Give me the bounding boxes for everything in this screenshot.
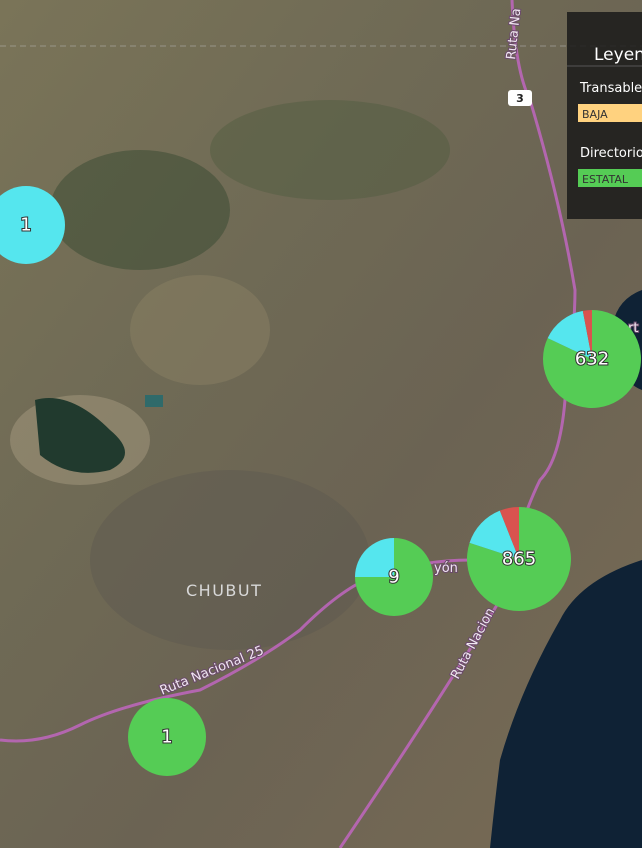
place-label: yón: [434, 561, 458, 576]
pie-slice: [0, 186, 65, 264]
lake: [145, 395, 163, 407]
terrain-patch: [130, 275, 270, 385]
cluster[interactable]: 1: [0, 186, 65, 264]
cluster[interactable]: 9: [355, 538, 433, 616]
cluster[interactable]: 1: [128, 698, 206, 776]
cluster[interactable]: 865: [467, 507, 572, 611]
legend-item: ESTATAL: [582, 173, 629, 186]
shield-label: 3: [516, 92, 524, 105]
cluster[interactable]: 632: [543, 310, 641, 408]
pie-slice: [499, 507, 519, 559]
road-label: Ruta Na: [504, 8, 524, 61]
cluster-count: 1: [20, 215, 31, 236]
route-shield: [508, 90, 532, 106]
legend-heading: Transable: [579, 81, 642, 96]
legend-heading: Directorio: [580, 146, 642, 161]
legend-swatch: [578, 104, 642, 122]
lake: [35, 398, 125, 473]
cluster-count: 9: [388, 567, 399, 588]
cluster-count: 865: [502, 549, 536, 570]
clusters: 1 632 865 9 1: [0, 186, 641, 776]
pie-slice: [582, 310, 592, 359]
pie-slice: [547, 310, 592, 359]
cluster-count: 1: [161, 727, 172, 748]
forest: [210, 100, 450, 200]
legend-items: Transable BAJA Directorio ESTATAL: [578, 81, 642, 187]
legend-title: Leyen: [594, 45, 642, 65]
pie-slice: [355, 538, 394, 577]
forest: [50, 150, 230, 270]
road: [338, 0, 577, 848]
legend: Leyen Transable BAJA Directorio ESTATAL: [567, 12, 642, 219]
cluster-count: 632: [575, 349, 609, 370]
pie-slice: [128, 698, 206, 776]
sea: [490, 560, 642, 848]
region-label: CHUBUT: [186, 581, 262, 600]
pie-slice: [469, 510, 519, 559]
legend-swatch: [578, 169, 642, 187]
terrain-patch: [90, 470, 370, 650]
legend-item: BAJA: [582, 108, 608, 121]
